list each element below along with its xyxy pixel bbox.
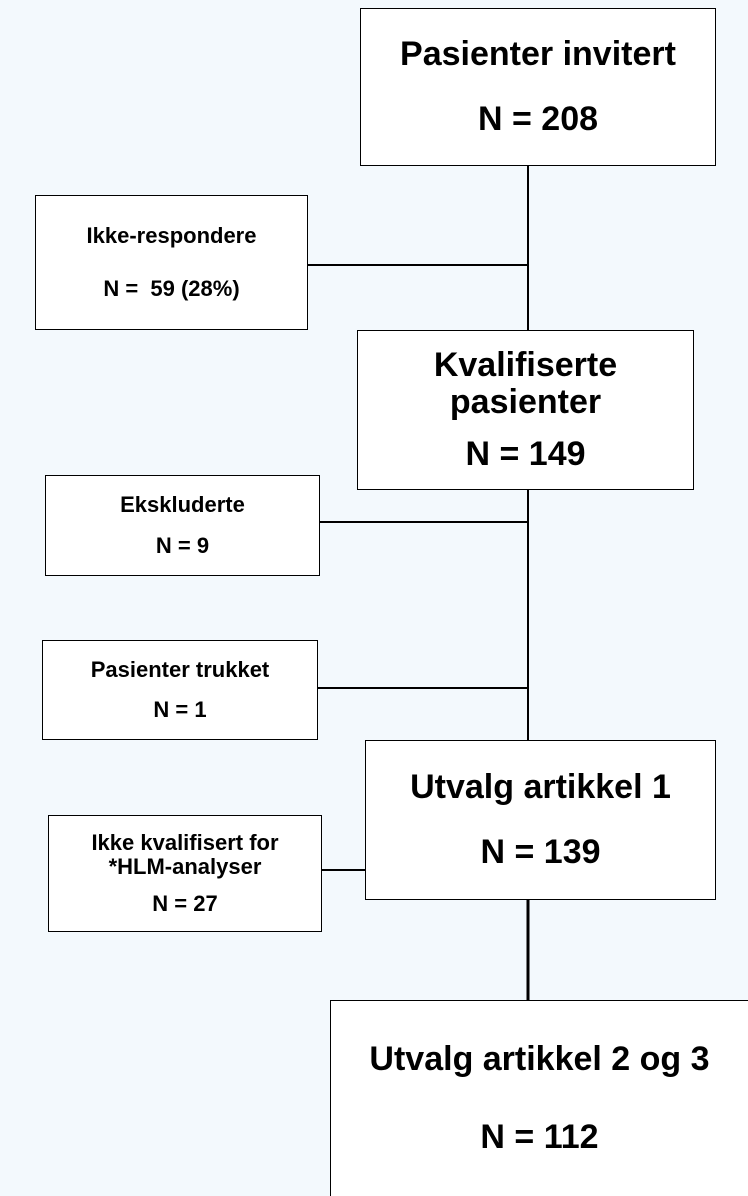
box-text: Utvalg artikkel 2 og 3	[369, 1040, 710, 1079]
box-text: Ikke kvalifisert for	[91, 830, 279, 856]
box: Ekskluderte N = 9	[45, 475, 320, 576]
box-text: N = 9	[155, 532, 210, 558]
box-text: Ekskluderte	[120, 491, 245, 517]
box-text: N = 149	[465, 434, 586, 473]
box: Pasienter invitert N = 208	[360, 8, 716, 166]
box-text: Pasienter trukket	[90, 656, 270, 682]
box-text: N = 208	[477, 99, 599, 138]
box: Pasienter trukket N = 1	[42, 640, 318, 740]
box-text: Utvalg artikkel 1	[410, 767, 671, 806]
box: Kvalifiserte pasienter N = 149	[357, 330, 694, 490]
box-text: Pasienter invitert	[400, 35, 676, 74]
box: Utvalg artikkel 2 og 3 N = 112	[330, 1000, 748, 1196]
box: Utvalg artikkel 1 N = 139	[365, 740, 716, 900]
box-text: N = 1	[153, 697, 207, 723]
box-text: N = 112	[480, 1117, 599, 1156]
box: Ikke kvalifisert for *HLM-analyser N = 2…	[48, 815, 322, 932]
box-text: *HLM-analyser	[108, 854, 262, 880]
box-text: pasienter	[449, 383, 602, 422]
box-text: Ikke-respondere	[86, 223, 257, 249]
box-text: N = 139	[480, 832, 601, 871]
box: Ikke-respondere N = 59 (28%)	[35, 195, 308, 330]
box-text: N = 59 (28%)	[103, 275, 240, 301]
box-text: Kvalifiserte	[433, 345, 618, 384]
box-text: N = 27	[152, 890, 218, 916]
